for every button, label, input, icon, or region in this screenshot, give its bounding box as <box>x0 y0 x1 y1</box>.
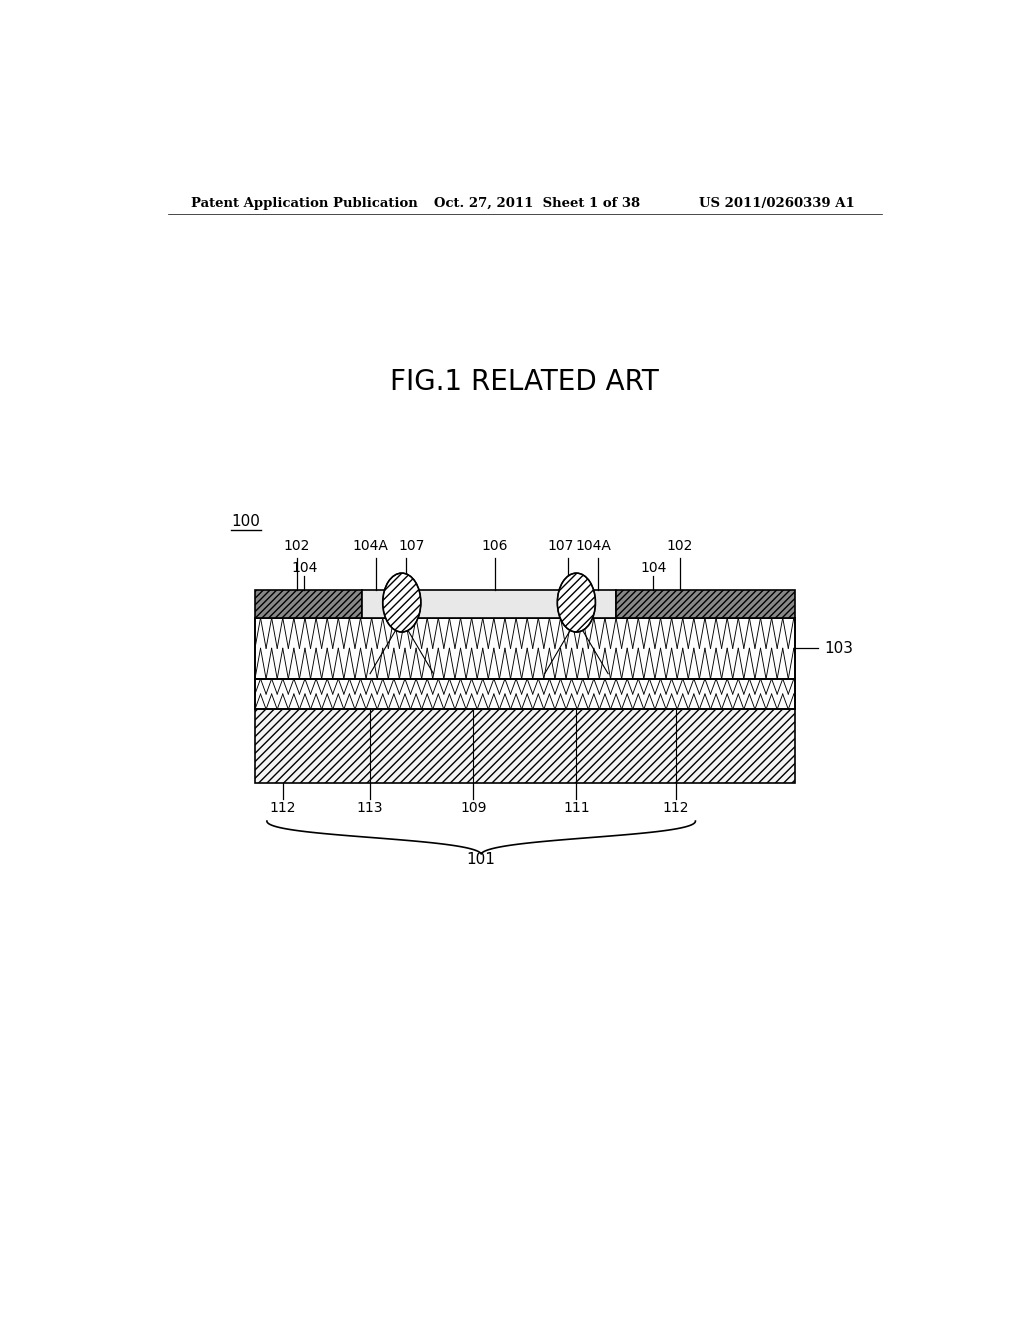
Text: 107: 107 <box>399 539 425 553</box>
Text: 101: 101 <box>467 851 496 867</box>
Text: Oct. 27, 2011  Sheet 1 of 38: Oct. 27, 2011 Sheet 1 of 38 <box>433 197 640 210</box>
Text: 113: 113 <box>356 801 383 814</box>
Ellipse shape <box>383 573 421 632</box>
Bar <box>255 709 795 784</box>
Text: 112: 112 <box>663 801 689 814</box>
Bar <box>255 618 795 678</box>
Bar <box>255 618 795 678</box>
Text: 107: 107 <box>547 539 573 553</box>
Text: 109: 109 <box>460 801 486 814</box>
Text: 104: 104 <box>291 561 317 576</box>
Bar <box>362 590 616 618</box>
Text: 103: 103 <box>824 640 853 656</box>
Text: 102: 102 <box>667 539 693 553</box>
Bar <box>255 590 362 618</box>
Text: 100: 100 <box>231 515 260 529</box>
Bar <box>616 590 795 618</box>
Text: 106: 106 <box>481 539 508 553</box>
Text: 111: 111 <box>563 801 590 814</box>
Text: 102: 102 <box>284 539 310 553</box>
Ellipse shape <box>557 573 595 632</box>
Bar <box>255 678 795 709</box>
Bar <box>388 590 416 618</box>
Text: 104A: 104A <box>575 539 611 553</box>
Text: 104A: 104A <box>352 539 388 553</box>
Text: 112: 112 <box>269 801 296 814</box>
Text: 104: 104 <box>640 561 667 576</box>
Text: FIG.1 RELATED ART: FIG.1 RELATED ART <box>390 368 659 396</box>
Text: US 2011/0260339 A1: US 2011/0260339 A1 <box>699 197 855 210</box>
Text: Patent Application Publication: Patent Application Publication <box>191 197 418 210</box>
Bar <box>255 678 795 709</box>
Bar <box>562 590 590 618</box>
